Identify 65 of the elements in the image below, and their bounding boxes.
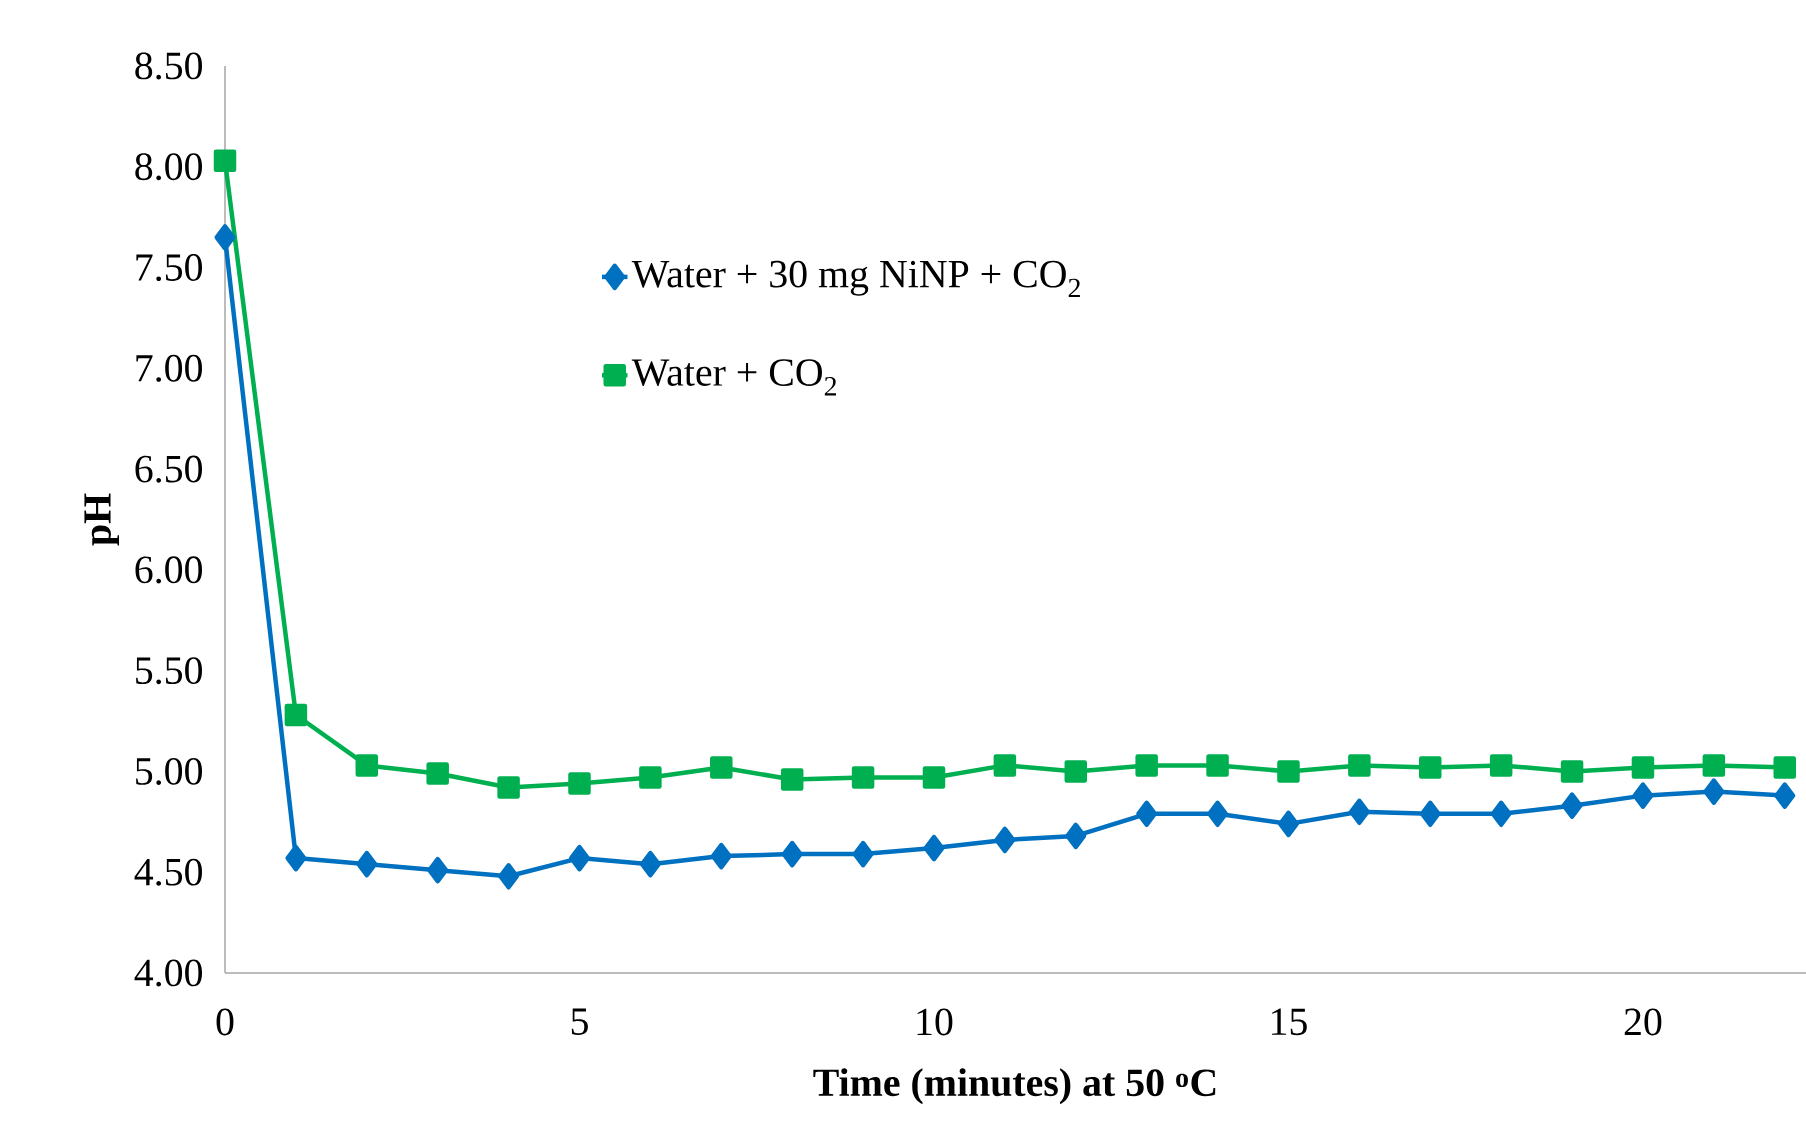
point [1065,822,1087,850]
point [1136,800,1158,828]
legend-label: Water + 30 mg NiNP + CO$_{2}$ [631,260,1080,298]
y-tick-label: 5.00 [136,757,202,785]
point [1561,792,1583,819]
x-tick-label: 5 [571,1008,588,1035]
point [1419,756,1442,779]
point [1206,754,1229,777]
y-tick-label: 4.00 [134,959,202,987]
y-tick-label: 4.50 [134,858,202,886]
point [1631,756,1655,779]
x-axis-title: Time (minutes) at 50 $^{o}$C [813,1068,1216,1105]
point [1560,760,1584,783]
point [852,840,874,868]
point [1773,756,1796,779]
point [994,826,1016,854]
x-tick-label: 0 [216,1008,234,1036]
point [426,762,449,785]
point [1348,798,1370,826]
point [1064,760,1088,783]
point [1702,754,1726,777]
point [1135,754,1158,777]
point [497,776,520,799]
point [568,844,590,872]
point [568,772,591,795]
point [355,754,379,777]
point [710,756,733,779]
point [993,754,1017,777]
point [781,840,803,868]
y-tick-label: 5.50 [136,657,202,685]
x-tick-label: 20 [1624,1008,1662,1036]
x-tick-label: 15 [1272,1008,1307,1036]
point [923,834,945,862]
point [213,149,237,172]
y-tick-label: 7.50 [136,254,202,282]
point [851,766,875,789]
point [1632,782,1654,809]
point [214,224,236,251]
point [1489,754,1513,777]
point [498,863,520,890]
y-tick-label: 6.50 [135,455,202,483]
point [285,844,307,872]
y-tick-label: 8.50 [135,52,202,80]
y-axis-title: pH [84,493,120,546]
point [710,842,732,870]
point [1277,760,1300,783]
point [1207,800,1229,828]
point [1348,754,1371,777]
legend-label: Water + CO$_{2}$ [631,359,837,396]
point [780,768,804,791]
point [356,850,378,878]
point [1490,800,1512,828]
point [1774,782,1796,809]
y-tick-label: 8.00 [135,153,202,181]
point [284,703,308,727]
point [639,766,662,789]
point [1419,800,1441,828]
point [1277,810,1299,838]
x-tick-label: 10 [917,1008,953,1036]
point [922,766,946,789]
y-tick-label: 7.00 [136,354,202,382]
point [1703,778,1725,805]
point [639,850,661,878]
point [427,856,449,884]
y-tick-label: 6.00 [135,556,202,584]
